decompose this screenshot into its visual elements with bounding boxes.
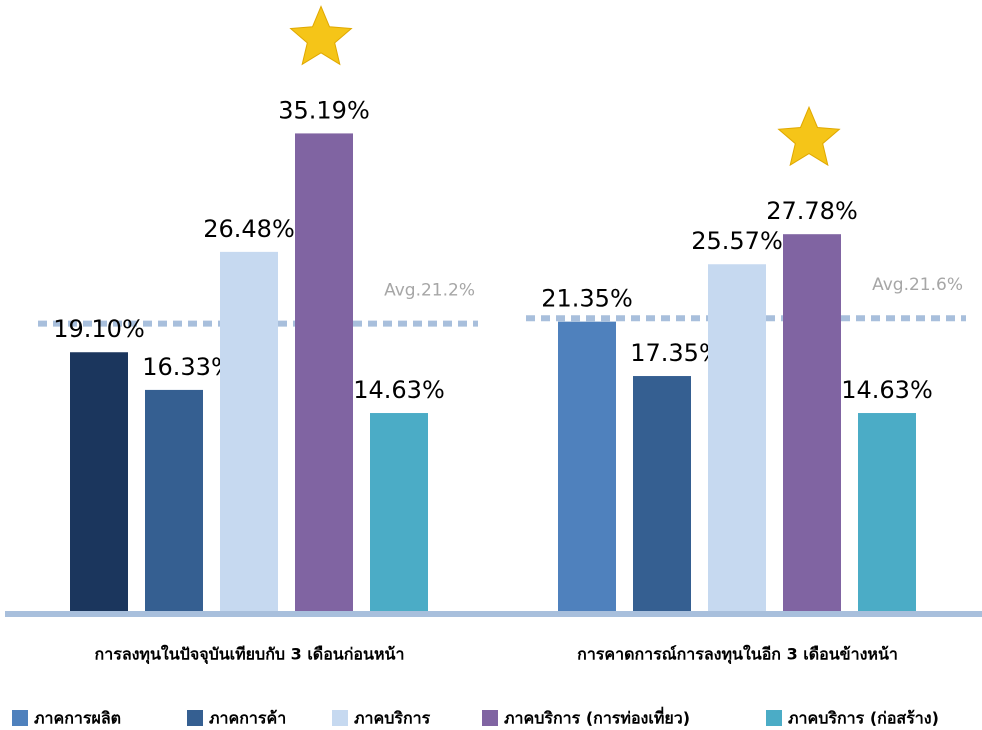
legend-swatch [187,710,203,726]
legend-label: ภาคการผลิต [34,709,121,728]
average-label: Avg.21.2% [384,281,475,301]
bar [633,376,691,612]
legend-swatch [12,710,28,726]
bar [370,413,428,612]
average-label: Avg.21.6% [872,275,963,295]
value-label: 21.35% [541,285,633,313]
bar [708,264,766,612]
legend-label: ภาคบริการ [354,709,431,728]
legend-label: ภาคบริการ (ก่อสร้าง) [788,709,939,728]
value-label: 26.48% [203,215,295,243]
bar [783,234,841,612]
x-tick-label: การลงทุนในปัจจุบันเทียบกับ 3 เดือนก่อนหน… [95,645,405,665]
value-label: 17.35% [630,339,722,367]
legend-swatch [482,710,498,726]
bar [295,133,353,612]
legend-swatch [766,710,782,726]
bar [220,251,278,612]
star [289,5,353,66]
bar [558,321,616,612]
legend-swatch [332,710,348,726]
x-tick-label: การคาดการณ์การลงทุนในอีก 3 เดือนข้างหน้า [577,645,898,665]
value-label: 27.78% [766,197,858,225]
value-label: 14.63% [841,376,933,404]
legend-label: ภาคบริการ (การท่องเที่ยว) [504,707,690,728]
legend-label: ภาคการค้า [209,709,286,728]
value-label: 25.57% [691,227,783,255]
value-label: 19.10% [53,315,145,343]
bar [70,352,128,612]
star [777,105,841,167]
value-label: 35.19% [278,96,370,124]
value-label: 16.33% [142,353,234,381]
bar [858,413,916,612]
value-label: 14.63% [353,376,445,404]
bar [145,389,203,612]
